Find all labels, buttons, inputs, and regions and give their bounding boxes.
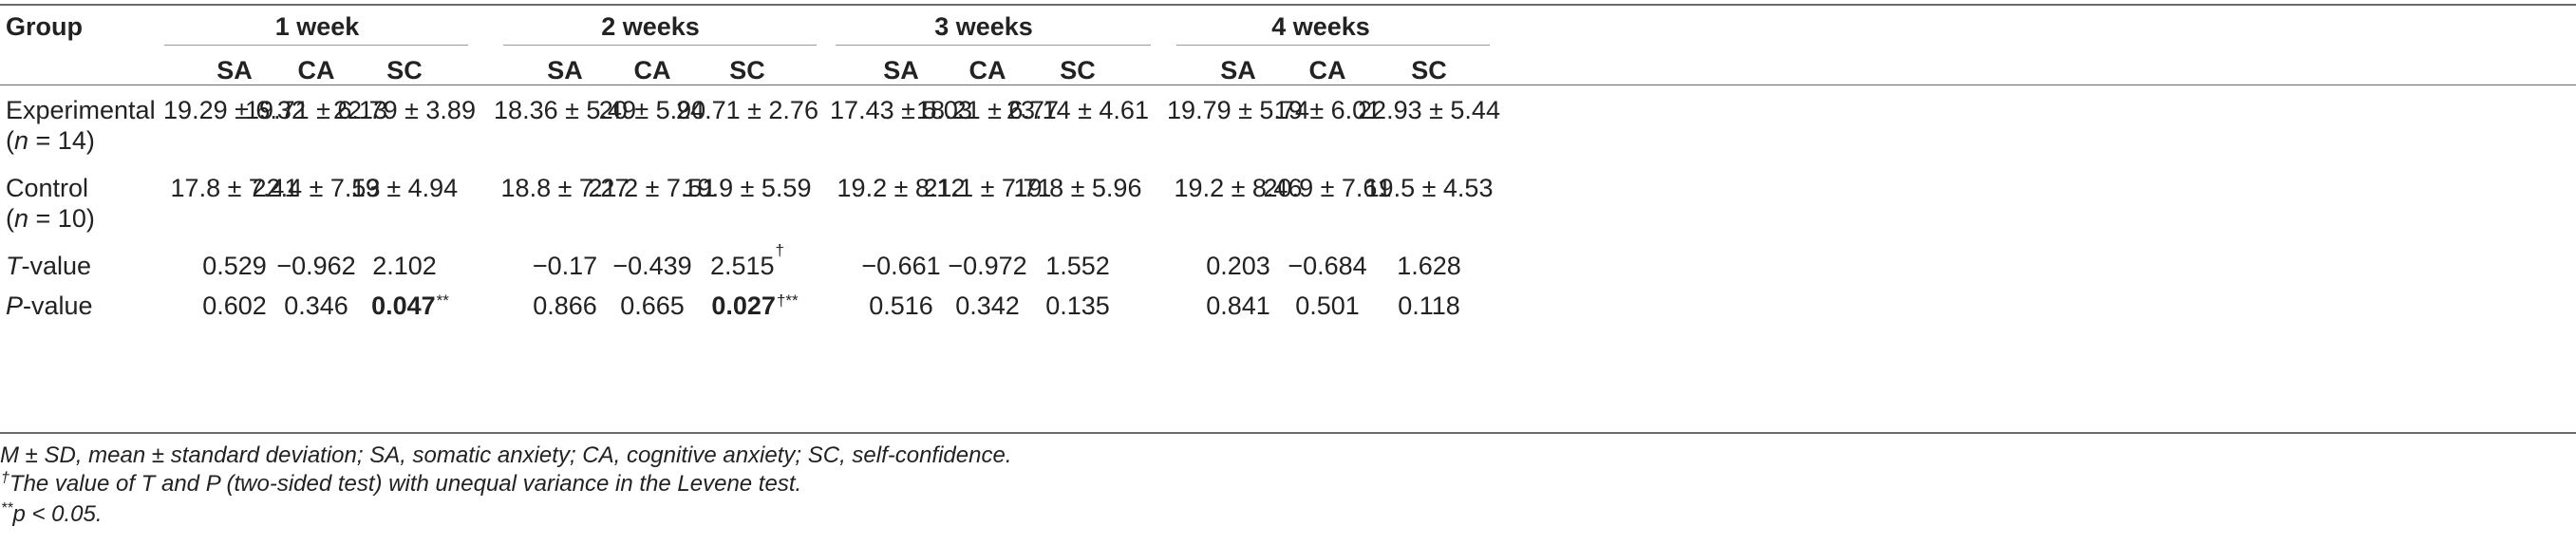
- footnote-abbreviations: M ± SD, mean ± standard deviation; SA, s…: [0, 442, 1012, 468]
- subheader-sc: SC: [1060, 56, 1096, 85]
- subheader-ca: CA: [297, 56, 335, 85]
- n-symbol: n: [14, 204, 29, 233]
- significant-p-value: 0.027: [711, 291, 776, 320]
- row-sublabel-control: (n = 10): [6, 204, 95, 233]
- table-cell: 18.8 ± 7.27: [500, 174, 630, 202]
- subheader-sc: SC: [1411, 56, 1447, 85]
- table-cell: 19 ± 6.01: [1273, 96, 1382, 124]
- table-cell: 0.602: [202, 291, 267, 320]
- row-label-experimental: Experimental: [6, 96, 156, 124]
- table-cell: −0.972: [948, 252, 1027, 280]
- table-cell: 19.8 ± 5.96: [1013, 174, 1142, 202]
- table-cell: 0.501: [1295, 291, 1360, 320]
- dagger-mark: †: [775, 241, 785, 259]
- table-cell: −0.962: [276, 252, 356, 280]
- table-cell: 0.135: [1045, 291, 1110, 320]
- t-symbol: T: [6, 252, 22, 280]
- row-label-p-value: P-value: [6, 291, 93, 321]
- week-1-underline: [164, 45, 468, 46]
- footnote-star-text: p < 0.05.: [12, 501, 103, 527]
- week-3-header: 3 weeks: [934, 12, 1033, 41]
- table-cell: 0.866: [533, 291, 597, 320]
- dagger-significance-mark: †**: [776, 291, 799, 310]
- footnote-star-mark: **: [1, 500, 13, 517]
- subheader-sa: SA: [547, 56, 583, 85]
- table-cell: 19.9 ± 5.59: [683, 174, 812, 202]
- week-1-header: 1 week: [274, 12, 360, 41]
- subheader-ca: CA: [968, 56, 1006, 85]
- table-cell: −0.439: [612, 252, 692, 280]
- table-cell: 22.79 ± 3.89: [333, 96, 476, 124]
- table-cell: 0.027†**: [711, 291, 798, 325]
- table-cell: 21.1 ± 7.71: [923, 174, 1052, 202]
- table-cell: 0.342: [955, 291, 1020, 320]
- significant-p-value: 0.047: [371, 291, 436, 320]
- table-cell: 0.203: [1206, 252, 1270, 280]
- row-label-control: Control: [6, 174, 89, 202]
- week-4-underline: [1176, 45, 1490, 46]
- table-cell: 17.8 ± 7.41: [170, 174, 299, 202]
- subheader-ca: CA: [633, 56, 671, 85]
- subheader-sa: SA: [1220, 56, 1256, 85]
- p-value-suffix: -value: [23, 291, 93, 320]
- n-symbol: n: [14, 126, 29, 155]
- week-4-header: 4 weeks: [1271, 12, 1370, 41]
- table-cell: 2.102: [372, 252, 437, 280]
- table-cell: 24.71 ± 2.76: [676, 96, 818, 124]
- row-label-t-value: T-value: [6, 251, 91, 281]
- table-cell: 19.2 ± 8.46: [1174, 174, 1303, 202]
- table-cell: 19.71 ± 6.13: [245, 96, 387, 124]
- table-cell: 19.29 ± 6.32: [163, 96, 306, 124]
- table-cell: 19.2 ± 8.12: [837, 174, 966, 202]
- table-cell: 0.118: [1398, 291, 1460, 320]
- table-top-rule: [0, 4, 2576, 6]
- significance-mark: **: [436, 291, 449, 310]
- row-sublabel-experimental: (n = 14): [6, 126, 95, 155]
- group-header: Group: [6, 12, 83, 41]
- t-value-suffix: -value: [21, 252, 92, 280]
- subheader-sa: SA: [883, 56, 919, 85]
- table-cell: 2.515†: [709, 242, 784, 281]
- table-cell: 1.628: [1397, 252, 1461, 280]
- table-cell: −0.661: [861, 252, 941, 280]
- table-cell: 22.4 ± 7.53: [252, 174, 381, 202]
- table-cell: 20 ± 5.90: [598, 96, 706, 124]
- table-cell: 18.21 ± 6.77: [916, 96, 1059, 124]
- t-value: 2.515: [709, 252, 775, 280]
- table-cell: 1.552: [1045, 252, 1110, 280]
- table-cell: 20.9 ± 7.61: [1263, 174, 1392, 202]
- table-cell: 17.43 ± 5.03: [830, 96, 972, 124]
- table-cell: 0.346: [284, 291, 348, 320]
- subheader-ca: CA: [1308, 56, 1346, 85]
- table-cell: 19.79 ± 5.74: [1167, 96, 1309, 124]
- footnote-dagger-mark: †: [1, 470, 9, 486]
- table-cell: 21.2 ± 7.51: [588, 174, 717, 202]
- week-2-underline: [503, 45, 817, 46]
- table-cell: 0.516: [869, 291, 933, 320]
- table-cell: 19.5 ± 4.53: [1364, 174, 1494, 202]
- footnote-significance: **p < 0.05.: [0, 500, 103, 531]
- footnote-dagger-text: The value of T and P (two-sided test) wi…: [9, 471, 802, 497]
- table-cell: 0.841: [1206, 291, 1270, 320]
- week-2-header: 2 weeks: [601, 12, 700, 41]
- table-cell: 0.529: [202, 252, 267, 280]
- table-cell: 0.665: [620, 291, 685, 320]
- table-bottom-rule: [0, 432, 2576, 434]
- subheader-sc: SC: [729, 56, 765, 85]
- footnote-dagger: †The value of T and P (two-sided test) w…: [0, 470, 802, 500]
- subheader-sc: SC: [386, 56, 423, 85]
- table-cell: −0.684: [1288, 252, 1367, 280]
- subheader-sa: SA: [216, 56, 253, 85]
- table-cell: 23.14 ± 4.61: [1006, 96, 1149, 124]
- table-cell: 0.047**: [371, 291, 449, 325]
- table-cell: −0.17: [532, 252, 598, 280]
- table-cell: 19 ± 4.94: [350, 174, 459, 202]
- table-cell: 22.93 ± 5.44: [1358, 96, 1500, 124]
- n-value: = 10): [28, 204, 95, 233]
- table-cell: 18.36 ± 5.49: [494, 96, 636, 124]
- p-symbol: P: [6, 291, 24, 320]
- n-value: = 14): [28, 126, 95, 155]
- week-3-underline: [836, 45, 1151, 46]
